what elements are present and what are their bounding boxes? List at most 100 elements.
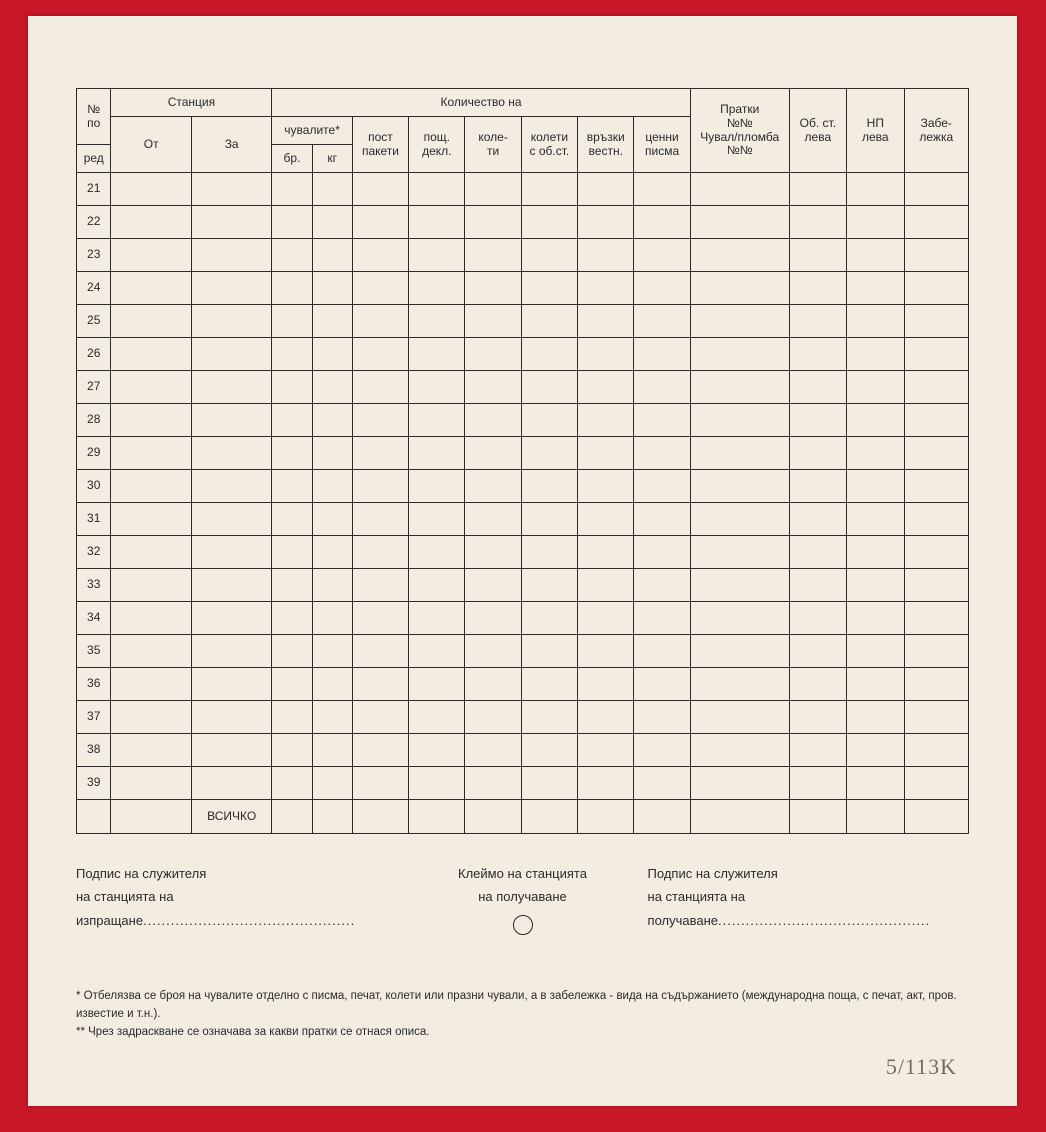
empty-cell — [352, 569, 408, 602]
hdr-num-l2: по — [87, 116, 100, 130]
hdr-num-l1: № — [87, 102, 100, 116]
empty-cell — [409, 437, 465, 470]
handwritten-annotation: 5/113K — [886, 1054, 957, 1080]
hdr-valuable: ценни писма — [634, 117, 690, 173]
empty-cell — [312, 470, 352, 503]
empty-cell — [312, 338, 352, 371]
empty-cell — [578, 569, 634, 602]
row-number: 27 — [77, 371, 111, 404]
empty-cell — [521, 668, 577, 701]
table-row: 26 — [77, 338, 969, 371]
empty-cell — [352, 800, 408, 834]
sig-left-l1: Подпис на служителя — [76, 862, 397, 885]
empty-cell — [904, 470, 968, 503]
empty-cell — [789, 701, 846, 734]
empty-cell — [409, 602, 465, 635]
empty-cell — [409, 668, 465, 701]
empty-cell — [352, 173, 408, 206]
empty-cell — [111, 800, 191, 834]
empty-cell — [847, 635, 904, 668]
empty-cell — [847, 536, 904, 569]
empty-cell — [111, 239, 191, 272]
empty-cell — [191, 470, 271, 503]
empty-cell — [578, 305, 634, 338]
hdr-parc-l2: ти — [487, 144, 499, 158]
empty-cell — [847, 668, 904, 701]
empty-cell — [191, 371, 271, 404]
empty-cell — [312, 569, 352, 602]
empty-cell — [111, 635, 191, 668]
empty-cell — [465, 701, 521, 734]
empty-cell — [634, 503, 690, 536]
row-number: 38 — [77, 734, 111, 767]
row-number: 21 — [77, 173, 111, 206]
empty-cell — [690, 536, 789, 569]
empty-cell — [352, 767, 408, 800]
empty-cell — [789, 404, 846, 437]
empty-cell — [272, 470, 312, 503]
row-number: 33 — [77, 569, 111, 602]
empty-cell — [272, 371, 312, 404]
empty-cell — [521, 173, 577, 206]
empty-cell — [789, 206, 846, 239]
table-row: 30 — [77, 470, 969, 503]
table-row: 35 — [77, 635, 969, 668]
empty-cell — [904, 503, 968, 536]
empty-cell — [634, 800, 690, 834]
empty-cell — [409, 800, 465, 834]
table-row: 38 — [77, 734, 969, 767]
hdr-obst-l2: лева — [805, 130, 832, 144]
empty-cell — [904, 602, 968, 635]
table-row: 23 — [77, 239, 969, 272]
empty-cell — [272, 206, 312, 239]
empty-cell — [191, 338, 271, 371]
empty-cell — [352, 338, 408, 371]
empty-cell — [690, 569, 789, 602]
empty-cell — [465, 536, 521, 569]
empty-cell — [904, 569, 968, 602]
empty-cell — [465, 173, 521, 206]
row-number: 25 — [77, 305, 111, 338]
sig-left-l2: на станцията на изпращане...............… — [76, 885, 397, 932]
empty-cell — [272, 272, 312, 305]
empty-cell — [465, 272, 521, 305]
empty-cell — [111, 404, 191, 437]
empty-cell — [634, 569, 690, 602]
empty-cell — [904, 338, 968, 371]
footnotes: * Отбелязва се броя на чувалите отделно … — [76, 988, 969, 1041]
empty-cell — [634, 338, 690, 371]
empty-cell — [789, 437, 846, 470]
empty-cell — [904, 206, 968, 239]
empty-cell — [690, 503, 789, 536]
empty-cell — [521, 503, 577, 536]
empty-cell — [409, 338, 465, 371]
empty-cell — [312, 536, 352, 569]
empty-cell — [191, 437, 271, 470]
empty-cell — [272, 239, 312, 272]
empty-cell — [312, 668, 352, 701]
empty-cell — [904, 536, 968, 569]
row-number: 34 — [77, 602, 111, 635]
empty-cell — [191, 734, 271, 767]
empty-cell — [578, 767, 634, 800]
empty-cell — [409, 536, 465, 569]
empty-cell — [789, 536, 846, 569]
empty-cell — [272, 635, 312, 668]
empty-cell — [634, 470, 690, 503]
hdr-parcels-obst: колети с об.ст. — [521, 117, 577, 173]
signature-sender: Подпис на служителя на станцията на изпр… — [76, 862, 397, 942]
empty-cell — [272, 338, 312, 371]
empty-cell — [465, 767, 521, 800]
empty-cell — [272, 668, 312, 701]
table-row: 29 — [77, 437, 969, 470]
dotted-line: ........................................… — [718, 913, 930, 928]
empty-cell — [111, 701, 191, 734]
empty-cell — [789, 173, 846, 206]
hdr-shipments-l4: №№ — [727, 143, 753, 157]
empty-cell — [352, 239, 408, 272]
empty-cell — [409, 503, 465, 536]
empty-cell — [521, 239, 577, 272]
hdr-pp-l1: пост — [368, 130, 393, 144]
empty-cell — [312, 371, 352, 404]
hdr-po-l2: с об.ст. — [530, 144, 570, 158]
